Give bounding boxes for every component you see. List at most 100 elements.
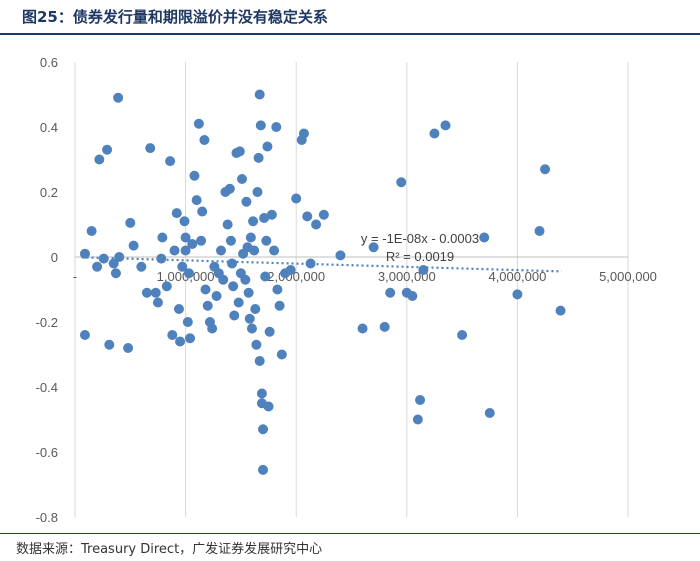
- data-point-38: [191, 195, 202, 206]
- data-point-1: [79, 248, 90, 259]
- data-point-17: [145, 143, 156, 154]
- y-tick-label-5: -0.4: [36, 380, 58, 395]
- data-point-115: [415, 395, 426, 405]
- data-point-12: [123, 343, 134, 353]
- data-point-68: [243, 287, 254, 298]
- data-point-99: [291, 193, 302, 204]
- data-point-42: [199, 135, 210, 145]
- data-point-63: [237, 174, 248, 184]
- data-point-14: [128, 240, 139, 251]
- data-point-33: [182, 317, 193, 327]
- data-point-88: [262, 141, 273, 152]
- trendline-r-squared: R² = 0.0019: [386, 249, 454, 264]
- data-point-77: [253, 152, 264, 163]
- data-point-6: [102, 144, 113, 155]
- data-point-89: [263, 401, 274, 412]
- data-point-106: [335, 250, 346, 261]
- data-point-117: [429, 128, 440, 139]
- x-tick-label-2: 2,000,000: [267, 269, 325, 284]
- data-point-53: [222, 219, 233, 230]
- data-point-23: [165, 156, 176, 167]
- data-point-44: [202, 300, 213, 311]
- data-point-80: [255, 120, 266, 131]
- data-point-123: [534, 226, 545, 236]
- data-point-76: [252, 187, 263, 197]
- data-point-72: [248, 216, 259, 227]
- data-point-121: [484, 408, 495, 418]
- data-point-81: [256, 388, 267, 399]
- data-point-16: [141, 287, 152, 298]
- data-point-95: [274, 300, 285, 311]
- data-point-111: [396, 177, 407, 188]
- x-axis-ticks: -1,000,0002,000,0003,000,0004,000,0005,0…: [73, 269, 657, 284]
- data-point-30: [179, 216, 190, 227]
- data-point-92: [269, 245, 280, 256]
- data-point-10: [113, 92, 124, 103]
- data-point-70: [245, 232, 256, 243]
- data-point-41: [197, 206, 208, 217]
- data-point-21: [157, 232, 168, 243]
- data-point-15: [136, 261, 147, 272]
- data-point-5: [98, 253, 109, 264]
- data-point-46: [207, 323, 218, 334]
- x-tick-label-4: 4,000,000: [488, 269, 546, 284]
- data-point-94: [272, 284, 283, 295]
- data-point-91: [266, 209, 277, 220]
- data-point-20: [156, 253, 167, 264]
- data-point-105: [318, 209, 329, 220]
- data-point-57: [228, 281, 239, 292]
- scatter-chart: -1,000,0002,000,0003,000,0004,000,0005,0…: [36, 55, 657, 525]
- y-tick-label-3: 0: [51, 250, 58, 265]
- y-tick-label-6: -0.6: [36, 445, 58, 460]
- data-point-69: [244, 313, 255, 324]
- data-point-34: [183, 268, 194, 279]
- data-point-73: [249, 245, 260, 256]
- data-point-40: [196, 235, 207, 246]
- figure-title: 图25：债券发行量和期限溢价并没有稳定关系: [22, 8, 328, 26]
- data-points: [79, 89, 566, 475]
- data-point-50: [215, 245, 226, 256]
- y-tick-label-0: 0.6: [40, 55, 58, 70]
- data-point-4: [94, 154, 105, 165]
- title-divider: [0, 33, 700, 35]
- figure-source: 数据来源：Treasury Direct，广发证券发展研究中心: [16, 542, 323, 557]
- data-point-79: [254, 356, 265, 366]
- data-point-56: [227, 258, 238, 269]
- data-point-25: [169, 245, 180, 256]
- data-point-0: [79, 330, 90, 340]
- data-point-26: [171, 208, 182, 219]
- data-point-86: [260, 271, 271, 282]
- data-point-24: [167, 330, 178, 340]
- data-point-3: [92, 261, 103, 272]
- data-point-78: [254, 89, 265, 100]
- data-point-8: [108, 258, 119, 269]
- data-point-32: [180, 245, 191, 256]
- data-point-58: [229, 310, 240, 321]
- data-point-113: [407, 291, 418, 301]
- data-point-65: [240, 274, 251, 285]
- y-tick-label-7: -0.8: [36, 510, 58, 525]
- data-point-84: [258, 464, 269, 475]
- data-point-104: [311, 219, 322, 230]
- y-tick-label-4: -0.2: [36, 315, 58, 330]
- data-point-54: [224, 183, 235, 194]
- source-divider: [0, 533, 700, 534]
- data-point-9: [110, 268, 121, 279]
- data-point-96: [276, 349, 287, 360]
- data-point-36: [187, 239, 198, 249]
- data-point-37: [189, 170, 200, 181]
- data-point-13: [125, 217, 136, 228]
- data-point-120: [479, 232, 490, 243]
- data-point-108: [368, 242, 379, 253]
- data-point-116: [418, 265, 429, 275]
- y-tick-label-2: 0.2: [40, 185, 58, 200]
- data-point-74: [250, 304, 261, 314]
- data-point-85: [259, 213, 270, 223]
- data-point-11: [114, 252, 125, 262]
- data-point-19: [152, 297, 163, 308]
- data-point-98: [285, 265, 296, 275]
- data-point-101: [298, 128, 309, 139]
- data-point-93: [271, 122, 282, 132]
- data-point-29: [177, 261, 188, 272]
- data-point-110: [385, 287, 396, 298]
